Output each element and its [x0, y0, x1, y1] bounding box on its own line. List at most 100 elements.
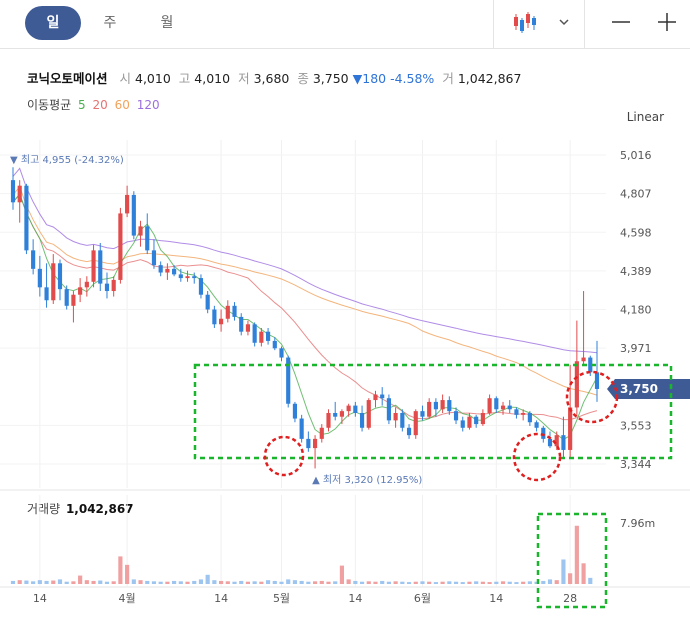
tab-weekly[interactable]: 주: [103, 15, 117, 31]
candle-body: [353, 405, 358, 413]
volume-bar: [51, 580, 56, 584]
ma-120[interactable]: 120: [136, 98, 160, 112]
candle-body: [71, 294, 76, 306]
volume-bar: [185, 581, 190, 584]
volume-bar: [131, 579, 136, 584]
candle-body: [219, 318, 224, 325]
low-value: 3,680: [253, 71, 290, 86]
volume-bar: [507, 581, 512, 584]
x-tick-label: 4월: [119, 592, 136, 605]
volume-bar: [306, 581, 311, 584]
chevron-down-icon: [559, 19, 569, 26]
toolbar-divider: [493, 0, 494, 48]
volume-title-value: 1,042,867: [65, 502, 134, 516]
volume-bar: [521, 581, 526, 584]
moving-average-5-line: [12, 192, 598, 441]
tab-monthly[interactable]: 월: [160, 15, 174, 31]
stock-summary: 코닉오토메이션 시 4,010 고 4,010 저 3,680 종 3,750 …: [27, 68, 521, 87]
header-divider: [0, 48, 690, 49]
candle-body: [527, 412, 532, 423]
stock-name: 코닉오토메이션: [27, 71, 108, 86]
candle-body: [494, 398, 499, 410]
candle-body: [386, 398, 391, 421]
y-tick-label: 5,016: [620, 149, 652, 162]
period-tabs: 일 주 월: [25, 6, 196, 40]
zoom-out-button[interactable]: [606, 8, 636, 36]
candle-body: [272, 340, 277, 349]
moving-average-120-line: [12, 167, 598, 354]
y-tick-label: 3,344: [620, 458, 652, 471]
volume-bar: [57, 579, 63, 584]
volume-bar: [219, 580, 224, 584]
volume-bar: [487, 582, 492, 584]
candle-body: [44, 287, 49, 301]
volume-bar: [299, 580, 304, 584]
candle-body: [507, 405, 512, 410]
volume-bar: [138, 580, 143, 584]
volume-bar: [413, 581, 418, 584]
y-tick-label: 4,807: [620, 188, 652, 201]
volume-bar: [393, 581, 398, 584]
volume-tick-label: 7.96m: [620, 517, 655, 530]
volume-bar: [118, 556, 123, 584]
candle-body: [78, 287, 83, 295]
candle-body: [467, 416, 472, 428]
volume-bar: [373, 581, 378, 584]
candle-body: [440, 400, 445, 410]
volume-bar: [400, 581, 405, 584]
candlestick-icon: [514, 12, 536, 33]
volume-bar: [420, 581, 425, 584]
candle-body: [57, 263, 63, 290]
volume-bar: [37, 580, 42, 584]
candle-body: [453, 411, 459, 421]
ma-5[interactable]: 5: [78, 98, 86, 112]
zoom-in-button[interactable]: [652, 8, 682, 36]
candle-body: [299, 418, 304, 439]
volume-bar: [172, 580, 177, 584]
volume-bar: [319, 580, 324, 584]
high-annotation: ▼ 최고 4,955 (-24.32%): [10, 154, 124, 166]
volume-bar: [245, 581, 251, 584]
candle-body: [581, 357, 586, 362]
volume-bar: [252, 581, 257, 584]
low-label: 저: [238, 71, 250, 86]
chart-type-dropdown[interactable]: [552, 8, 576, 36]
candle-body: [265, 331, 271, 341]
volume-bar: [353, 580, 358, 584]
candle-body: [306, 438, 311, 449]
candle-body: [245, 324, 251, 332]
x-tick-label: 5월: [273, 592, 290, 605]
volume-bar: [158, 581, 163, 584]
candle-body: [131, 194, 136, 236]
annotation-circle: [565, 370, 619, 424]
volume-bar: [165, 581, 170, 584]
volume-bar: [494, 581, 499, 584]
volume-bar: [326, 581, 331, 584]
volume-bar: [359, 581, 365, 584]
candle-body: [554, 435, 559, 447]
volume-bar: [433, 582, 438, 584]
volume-bar: [212, 580, 217, 584]
candle-body: [24, 185, 29, 251]
scale-mode-toggle[interactable]: Linear: [626, 110, 664, 124]
candle-body: [460, 420, 465, 428]
y-tick-label: 4,389: [620, 265, 652, 278]
current-price-tag: [607, 378, 690, 399]
x-tick-label: 14: [489, 592, 503, 605]
moving-average-20-line: [12, 192, 598, 421]
tab-daily[interactable]: 일: [25, 6, 81, 40]
y-tick-label: 4,598: [620, 226, 652, 239]
change-value: ▼180: [352, 71, 387, 86]
highlight-box: [193, 363, 673, 460]
volume-bar: [447, 581, 452, 584]
candle-body: [366, 400, 371, 428]
change-percent: -4.58%: [390, 71, 435, 86]
chart-type-button[interactable]: [506, 8, 546, 36]
candle-body: [427, 401, 432, 417]
candle-body: [373, 394, 378, 401]
ma-60[interactable]: 60: [114, 98, 130, 112]
high-value: 4,010: [194, 71, 231, 86]
ma-20[interactable]: 20: [92, 98, 108, 112]
volume-bar: [232, 581, 237, 584]
